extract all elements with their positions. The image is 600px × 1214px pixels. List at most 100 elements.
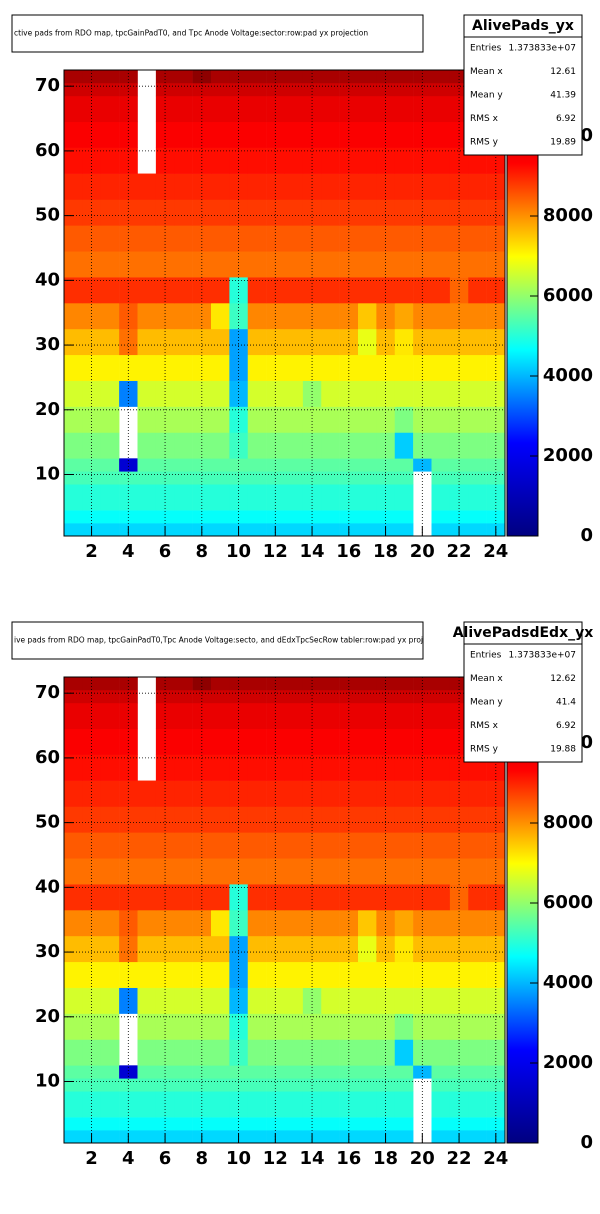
z-tick-label: 6000 (543, 892, 593, 913)
heat-cell (192, 728, 212, 755)
heat-cell (64, 910, 83, 937)
heat-cell (174, 458, 193, 472)
heat-cell (247, 82, 267, 97)
heat-cell (174, 677, 193, 691)
heat-cell (64, 147, 83, 174)
heat-cell (266, 121, 285, 148)
heat-cell (100, 910, 120, 937)
heat-cell (192, 806, 212, 833)
heat-cell (247, 303, 267, 330)
heat-cell (284, 1013, 304, 1040)
heat-cell (284, 121, 304, 148)
heat-cell (358, 1013, 377, 1040)
heat-cell (174, 380, 193, 407)
heat-cell (358, 70, 377, 84)
heat-cell (486, 471, 506, 485)
heat-cell (394, 70, 414, 84)
heat-cell (64, 70, 83, 84)
heat-cell (155, 510, 175, 524)
heat-cell (192, 1013, 212, 1040)
heat-cell (468, 303, 487, 330)
heat-cell (431, 858, 451, 885)
heat-cell (449, 1091, 469, 1118)
heat-cell (431, 82, 451, 97)
heat-cell (119, 199, 138, 226)
heat-cell (119, 1117, 138, 1131)
heat-cell (284, 728, 304, 755)
heat-cell (284, 832, 304, 859)
heat-cell (468, 471, 487, 485)
heat-cell (449, 1065, 469, 1079)
heat-cell (137, 173, 157, 200)
heat-cell (376, 328, 396, 356)
heat-cell (229, 471, 249, 485)
heat-cell (64, 523, 83, 537)
heat-cell (82, 471, 102, 485)
heat-cell (100, 677, 120, 691)
heat-cell (358, 199, 377, 226)
heat-cell (284, 961, 304, 988)
heat-cell (284, 82, 304, 97)
heat-cell (192, 987, 212, 1014)
heat-cell (137, 961, 157, 988)
heat-cell (100, 728, 120, 755)
heat-cell (486, 1078, 506, 1092)
title-box (11, 14, 424, 53)
heat-cell (229, 484, 249, 511)
heat-cell (229, 82, 249, 97)
stats-label: Mean x (470, 674, 503, 684)
y-tick-label: 10 (35, 464, 60, 485)
heat-cell (284, 1065, 304, 1079)
x-tick-label: 14 (300, 541, 325, 562)
z-tick-label: 8000 (543, 205, 593, 226)
heat-cell (302, 471, 322, 485)
heat-cell (192, 199, 212, 226)
x-tick-label: 18 (373, 541, 398, 562)
heat-cell (82, 406, 102, 433)
heat-cell (100, 471, 120, 485)
heat-cell (155, 328, 175, 356)
heat-cell (394, 406, 414, 433)
heat-cell (247, 328, 267, 356)
heat-cell (321, 806, 340, 833)
heat-cell (100, 987, 120, 1014)
heat-cell (394, 380, 414, 407)
heat-cell (431, 677, 451, 691)
heat-cell (211, 458, 230, 472)
heat-cell (137, 523, 157, 537)
heat-cell (119, 251, 138, 278)
heat-cell (229, 806, 249, 833)
heat-cell (82, 935, 102, 963)
stats-label: Entries (470, 44, 502, 54)
heat-cell (284, 1091, 304, 1118)
stats-box (463, 621, 583, 763)
heat-cell (100, 354, 120, 381)
heat-cell (321, 728, 340, 755)
heat-cell (174, 277, 193, 304)
heat-cell (266, 1117, 285, 1131)
heat-cell (192, 702, 212, 730)
heat-cell (266, 858, 285, 885)
heat-cell (137, 1130, 157, 1144)
heat-cell (376, 510, 396, 524)
heat-cell (339, 458, 359, 472)
heat-cell (137, 832, 157, 859)
heat-cell (339, 1117, 359, 1131)
heat-cell (302, 458, 322, 472)
heat-cell (449, 328, 469, 356)
stats-value: 19.89 (550, 138, 576, 148)
heat-cell (119, 95, 138, 123)
heat-cell (211, 806, 230, 833)
heat-cell (192, 251, 212, 278)
heat-cell (266, 1065, 285, 1079)
heat-cell (468, 432, 487, 459)
heat-cell (431, 1039, 451, 1066)
x-tick-label: 22 (447, 541, 472, 562)
heat-cell (119, 987, 138, 1014)
heat-cell (358, 910, 377, 937)
heat-cell (468, 1039, 487, 1066)
heat-cell (64, 1078, 83, 1092)
heat-cell (100, 935, 120, 963)
heat-cell (284, 432, 304, 459)
heat-cell (174, 1013, 193, 1040)
